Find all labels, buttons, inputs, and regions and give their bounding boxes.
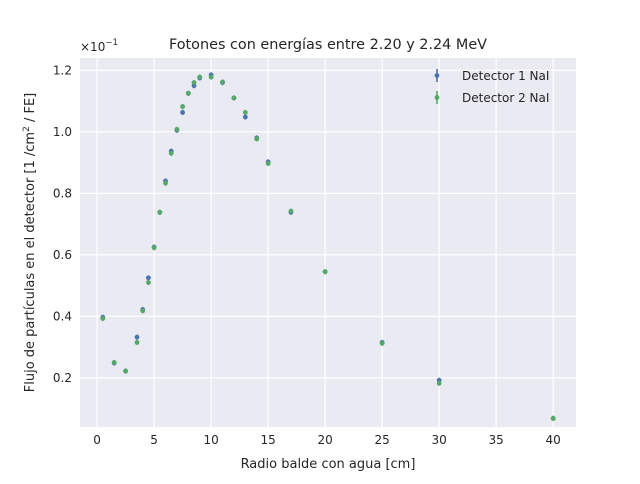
data-point <box>134 334 140 340</box>
y-axis-label-tail: / FE] <box>23 93 38 126</box>
data-point <box>168 150 174 156</box>
y-tick-label: 0.4 <box>53 309 72 323</box>
y-tick-label: 0.6 <box>53 248 72 262</box>
data-point <box>197 74 203 80</box>
y-axis-label-main: Flujo de partículas en el detector [1 /c… <box>23 132 38 392</box>
data-point <box>220 79 225 85</box>
x-tick-label: 15 <box>260 433 275 447</box>
data-point <box>191 80 197 85</box>
grid <box>80 58 576 427</box>
y-axis-label: Flujo de partículas en el detector [1 /c… <box>22 93 38 393</box>
legend-label-2: Detector 2 NaI <box>462 91 549 105</box>
y-tick-label: 1.2 <box>53 63 72 77</box>
x-tick-label: 5 <box>150 433 158 447</box>
data-point <box>185 90 191 96</box>
y-tick-label: 1.0 <box>53 125 72 139</box>
data-point <box>322 269 328 275</box>
data-point <box>242 114 248 120</box>
legend-label-1: Detector 1 NaI <box>462 69 549 83</box>
data-point <box>123 368 129 374</box>
x-tick-label: 35 <box>489 433 504 447</box>
y-axis-label-sup: 2 <box>22 126 32 132</box>
data-point <box>157 209 163 215</box>
y-offset-base: ×10 <box>80 40 105 54</box>
x-axis-label: Radio balde con agua [cm] <box>241 457 416 472</box>
data-point <box>550 415 556 421</box>
legend: Detector 1 NaI Detector 2 NaI <box>434 69 549 105</box>
x-tick-label: 0 <box>93 433 101 447</box>
data-point <box>180 104 186 109</box>
data-point <box>208 74 214 80</box>
data-point <box>288 208 294 214</box>
data-point <box>265 161 271 166</box>
data-point <box>180 110 186 115</box>
data-point <box>140 308 146 314</box>
data-point <box>151 245 157 251</box>
y-tick-label: 0.8 <box>53 186 72 200</box>
y-offset-exponent: −1 <box>105 38 118 48</box>
data-point <box>163 180 168 186</box>
data-point <box>242 110 248 115</box>
x-tick-label: 20 <box>318 433 333 447</box>
data-point <box>111 360 117 365</box>
data-point <box>379 340 385 346</box>
x-tick-label: 30 <box>432 433 447 447</box>
plot-area <box>80 58 576 427</box>
y-tick-labels: 0.2 0.4 0.6 0.8 1.0 1.2 <box>53 63 72 385</box>
data-point <box>146 280 151 285</box>
y-tick-label: 0.2 <box>53 371 72 385</box>
chart-title: Fotones con energías entre 2.20 y 2.24 M… <box>169 37 487 53</box>
data-point <box>231 95 237 101</box>
data-points <box>100 72 556 421</box>
x-tick-labels: 0 5 10 15 20 25 30 35 40 <box>93 433 561 447</box>
x-tick-label: 10 <box>203 433 218 447</box>
data-point <box>100 316 106 321</box>
y-offset-label: ×10−1 <box>80 38 118 54</box>
series-2 <box>100 74 556 421</box>
data-point <box>436 380 442 386</box>
x-tick-label: 25 <box>375 433 390 447</box>
legend-marker-2 <box>434 95 440 100</box>
x-tick-label: 40 <box>546 433 561 447</box>
legend-marker-1 <box>434 73 440 78</box>
data-point <box>254 136 260 142</box>
data-point <box>134 340 140 345</box>
data-point <box>146 275 151 281</box>
data-point <box>174 126 180 132</box>
